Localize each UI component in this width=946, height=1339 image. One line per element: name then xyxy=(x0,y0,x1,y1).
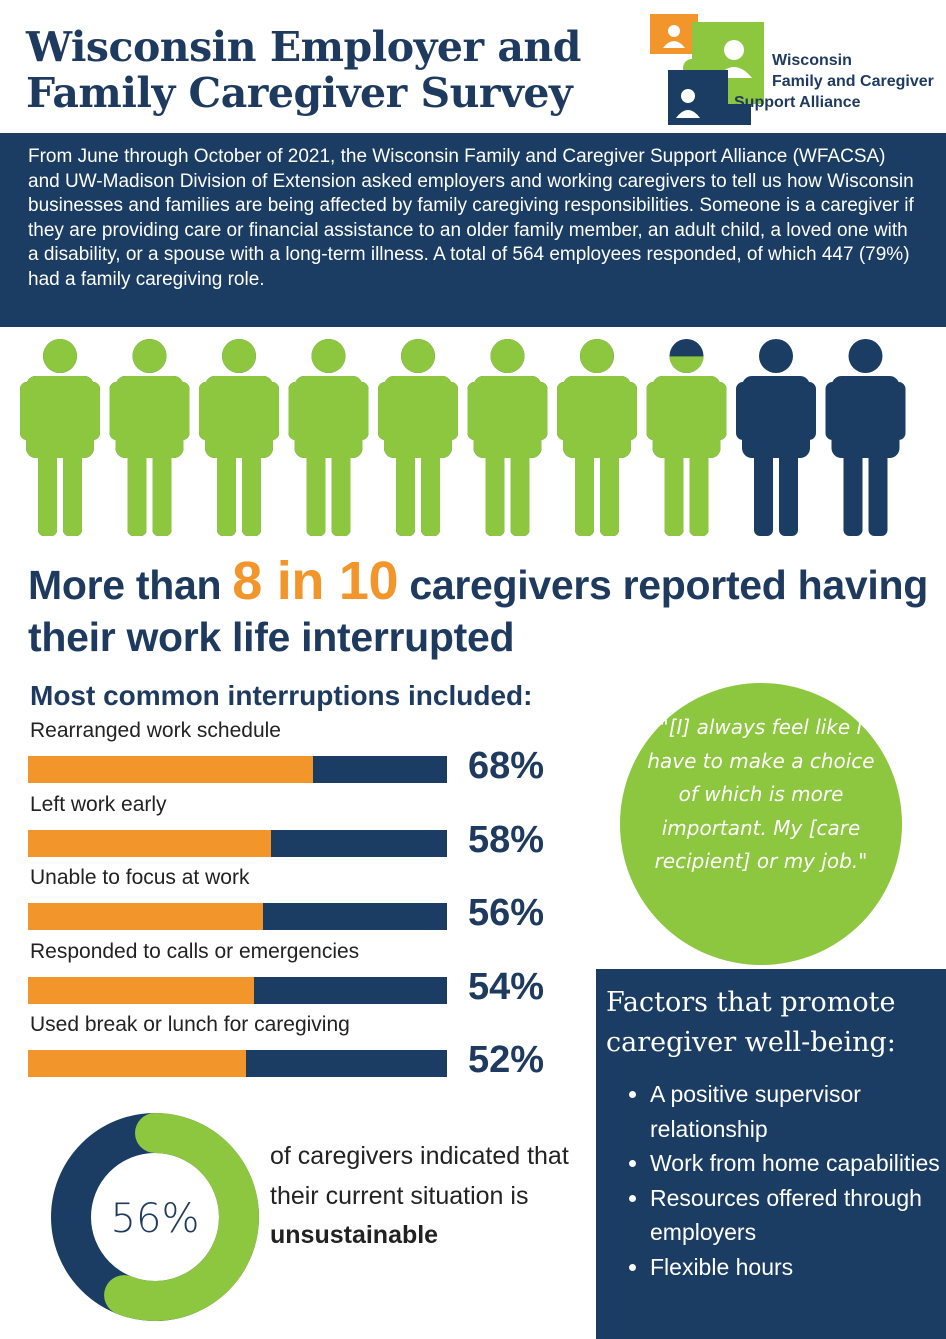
bar-category-label: Left work early xyxy=(30,792,167,816)
intro-text: From June through October of 2021, the W… xyxy=(28,146,914,290)
factors-panel: Factors that promote caregiver well-bein… xyxy=(596,969,946,1339)
factor-item: Resources offered through employers xyxy=(650,1181,946,1250)
quote-bubble: "[I] always feel like I have to make a c… xyxy=(620,683,902,965)
page-title: Wisconsin Employer and Family Caregiver … xyxy=(26,23,581,117)
logo-line-3: Support Alliance xyxy=(734,94,861,111)
bar-value-label: 56% xyxy=(468,892,545,935)
bar-category-label: Responded to calls or emergencies xyxy=(30,939,360,963)
donut-slice-unsustainable xyxy=(104,1113,259,1321)
bar-value-label: 68% xyxy=(468,745,545,787)
bar-value-label: 58% xyxy=(468,818,545,861)
puzzle-people-icon xyxy=(650,14,764,125)
bar-value-label: 52% xyxy=(468,1039,545,1082)
bar-fill xyxy=(28,829,272,857)
bar-track xyxy=(28,756,447,783)
factor-item: A positive supervisor relationship xyxy=(650,1077,946,1146)
intro-panel: From June through October of 2021, the W… xyxy=(0,133,946,327)
logo-line-2: Family and Caregiver xyxy=(772,73,934,90)
logo-text: Wisconsin Family and Caregiver Support A… xyxy=(734,50,942,113)
interruptions-heading: Most common interruptions included: xyxy=(30,680,533,711)
bar-category-label: Used break or lunch for caregiving xyxy=(30,1013,350,1037)
factors-list: A positive supervisor relationship Work … xyxy=(626,1077,946,1284)
unsustainable-emphasis: unsustainable xyxy=(270,1221,439,1249)
headline-before: More than xyxy=(28,562,233,608)
headline-after: caregivers reported having their work li… xyxy=(28,562,928,660)
bar-track xyxy=(28,1050,447,1078)
person-figure xyxy=(288,339,369,536)
bar-category-label: Unable to focus at work xyxy=(30,866,250,890)
person-figure xyxy=(109,339,190,536)
bar-fill xyxy=(28,903,263,931)
unsustainable-description: of caregivers indicated that their curre… xyxy=(270,1142,569,1210)
unsustainable-donut-chart: 56% xyxy=(51,1113,259,1321)
headline: More than 8 in 10 caregivers reported ha… xyxy=(28,554,938,663)
factor-item: Flexible hours xyxy=(650,1250,946,1285)
donut-center-label: 56% xyxy=(111,1196,200,1242)
person-figure xyxy=(20,339,100,536)
person-figure xyxy=(199,339,279,536)
caregiver-pictograph xyxy=(20,339,906,536)
person-figure xyxy=(736,339,816,536)
logo-line-1: Wisconsin xyxy=(772,52,852,69)
factor-item: Work from home capabilities xyxy=(650,1146,946,1181)
person-figure xyxy=(646,339,727,536)
bar-value-label: 54% xyxy=(468,965,545,1008)
bar-track xyxy=(28,903,447,931)
bar-track xyxy=(28,976,447,1004)
bar-track xyxy=(28,829,447,857)
bar-fill xyxy=(28,1050,246,1078)
alliance-logo: Wisconsin Family and Caregiver Support A… xyxy=(648,12,938,127)
person-figure xyxy=(557,339,637,536)
bar-fill xyxy=(28,976,255,1004)
factors-heading: Factors that promote caregiver well-bein… xyxy=(606,987,896,1058)
person-figure xyxy=(467,339,548,536)
unsustainable-text: of caregivers indicated that their curre… xyxy=(270,1137,570,1256)
quote-text: "[I] always feel like I have to make a c… xyxy=(647,715,875,873)
bar-fill xyxy=(28,756,313,783)
person-figure xyxy=(825,339,906,536)
bar-category-label: Rearranged work schedule xyxy=(30,719,281,742)
person-figure xyxy=(378,339,458,536)
headline-highlight: 8 in 10 xyxy=(232,551,399,611)
